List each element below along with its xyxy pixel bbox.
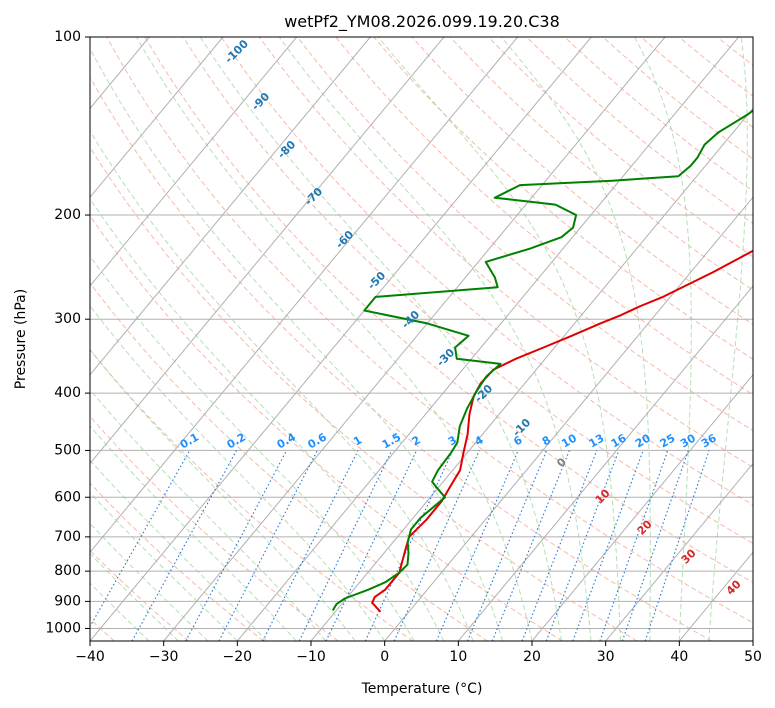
- plot-frame: [89, 36, 754, 642]
- dry-adiabat-line: [220, 37, 753, 506]
- isotherm-line: [384, 196, 753, 641]
- dry-adiabat-line: [488, 37, 753, 258]
- x-tick-label: 0: [380, 649, 389, 665]
- moist-adiabat-line: [278, 37, 592, 641]
- y-tick-label: 800: [54, 563, 81, 579]
- isotherm-line: [90, 37, 519, 554]
- moist-adiabat-line: [90, 255, 415, 641]
- mixing-ratio-line: [393, 450, 480, 641]
- moist-adiabat-line: [90, 304, 386, 641]
- y-tick-label: 1000: [45, 620, 81, 636]
- moist-adiabat-line: [708, 37, 748, 641]
- dry-adiabat-line: [144, 37, 753, 584]
- background-lines: [0, 37, 775, 641]
- plot-background: [90, 37, 753, 641]
- mixing-ratio-line: [325, 450, 418, 641]
- axes: −40 −30 −20 −10 0 10 20 30 40 50 100 200 300 400 500 60…: [45, 29, 762, 665]
- x-axis-label: Temperature (°C): [361, 681, 483, 697]
- isotherm-line: [531, 373, 753, 641]
- dry-adiabat-line: [90, 415, 339, 641]
- isotherm-line: [457, 285, 753, 641]
- isotherm-line: [90, 37, 592, 641]
- mixing-ratio-line: [364, 450, 454, 641]
- x-tick-label: −40: [75, 649, 105, 665]
- dry-adiabat-line: [602, 37, 753, 160]
- isotherm-line: [236, 37, 740, 641]
- moist-adiabat-line: [90, 425, 297, 641]
- moist-adiabat-line: [199, 37, 562, 641]
- isotherm-line: [90, 37, 371, 376]
- moist-adiabat-line: [90, 47, 503, 641]
- mixing-ratio-line: [131, 450, 238, 641]
- y-tick-label: 700: [54, 529, 81, 545]
- moist-adiabat-line: [136, 37, 533, 641]
- x-tick-label: 10: [449, 649, 467, 665]
- x-tick-label: 30: [597, 649, 615, 665]
- mixing-ratio-line: [599, 450, 669, 641]
- x-tick-label: 50: [744, 649, 762, 665]
- dry-adiabat-line: [258, 37, 753, 469]
- dry-adiabat-line: [90, 282, 488, 641]
- mixing-ratio-line: [621, 450, 689, 641]
- dry-adiabat-line: [335, 37, 753, 396]
- mixing-ratio-line: [435, 450, 519, 641]
- y-tick-label: 200: [54, 207, 81, 223]
- y-tick-label: 400: [54, 385, 81, 401]
- x-tick-label: −20: [223, 649, 253, 665]
- y-tick-label: 900: [54, 593, 81, 609]
- y-tick-label: 500: [54, 442, 81, 458]
- dry-adiabat-line: [526, 37, 753, 225]
- dry-adiabat-line: [90, 76, 712, 641]
- mixing-ratio-line: [298, 450, 393, 641]
- dewpoint-profile-line: [332, 109, 753, 611]
- sounding-series: [332, 109, 753, 613]
- moist-adiabat-line: [500, 37, 651, 641]
- moist-adiabat-line: [90, 388, 327, 641]
- x-tick-label: −10: [296, 649, 326, 665]
- dry-adiabat-line: [90, 146, 638, 641]
- dry-adiabat-line: [182, 37, 753, 544]
- x-tick-label: −30: [149, 649, 179, 665]
- temperature-profile-line: [371, 249, 753, 613]
- isotherm-line: [163, 37, 666, 641]
- mixing-ratio-line: [90, 450, 191, 628]
- moist-adiabat-line: [90, 130, 474, 641]
- dry-adiabat-line: [106, 37, 753, 624]
- dry-adiabat-line: [90, 214, 563, 641]
- dry-adiabat-line: [756, 37, 775, 641]
- x-tick-label: 20: [523, 649, 541, 665]
- y-axis-label: Pressure (hPa): [13, 289, 29, 389]
- isotherm-line: [752, 640, 753, 641]
- dry-adiabat-line: [90, 482, 264, 641]
- isotherm-line: [605, 462, 753, 641]
- y-tick-label: 100: [54, 29, 81, 45]
- x-tick-label: 40: [670, 649, 688, 665]
- dry-adiabat-line: [449, 37, 753, 291]
- mixing-ratio-line: [644, 450, 710, 641]
- mixing-ratio-line: [572, 450, 644, 641]
- isotherm-line: [0, 37, 76, 641]
- dry-adiabat-line: [297, 37, 753, 432]
- isotherm-line: [90, 37, 224, 199]
- isotherm-line: [90, 37, 298, 287]
- y-tick-label: 600: [54, 489, 81, 505]
- moist-adiabat-line: [634, 37, 692, 641]
- isotherm-line: [0, 37, 2, 641]
- y-tick-label: 300: [54, 311, 81, 327]
- isotherm-line: [90, 37, 445, 465]
- dry-adiabat-line: [373, 37, 753, 360]
- chart-title: wetPf2_YM08.2026.099.19.20.C38: [284, 12, 560, 32]
